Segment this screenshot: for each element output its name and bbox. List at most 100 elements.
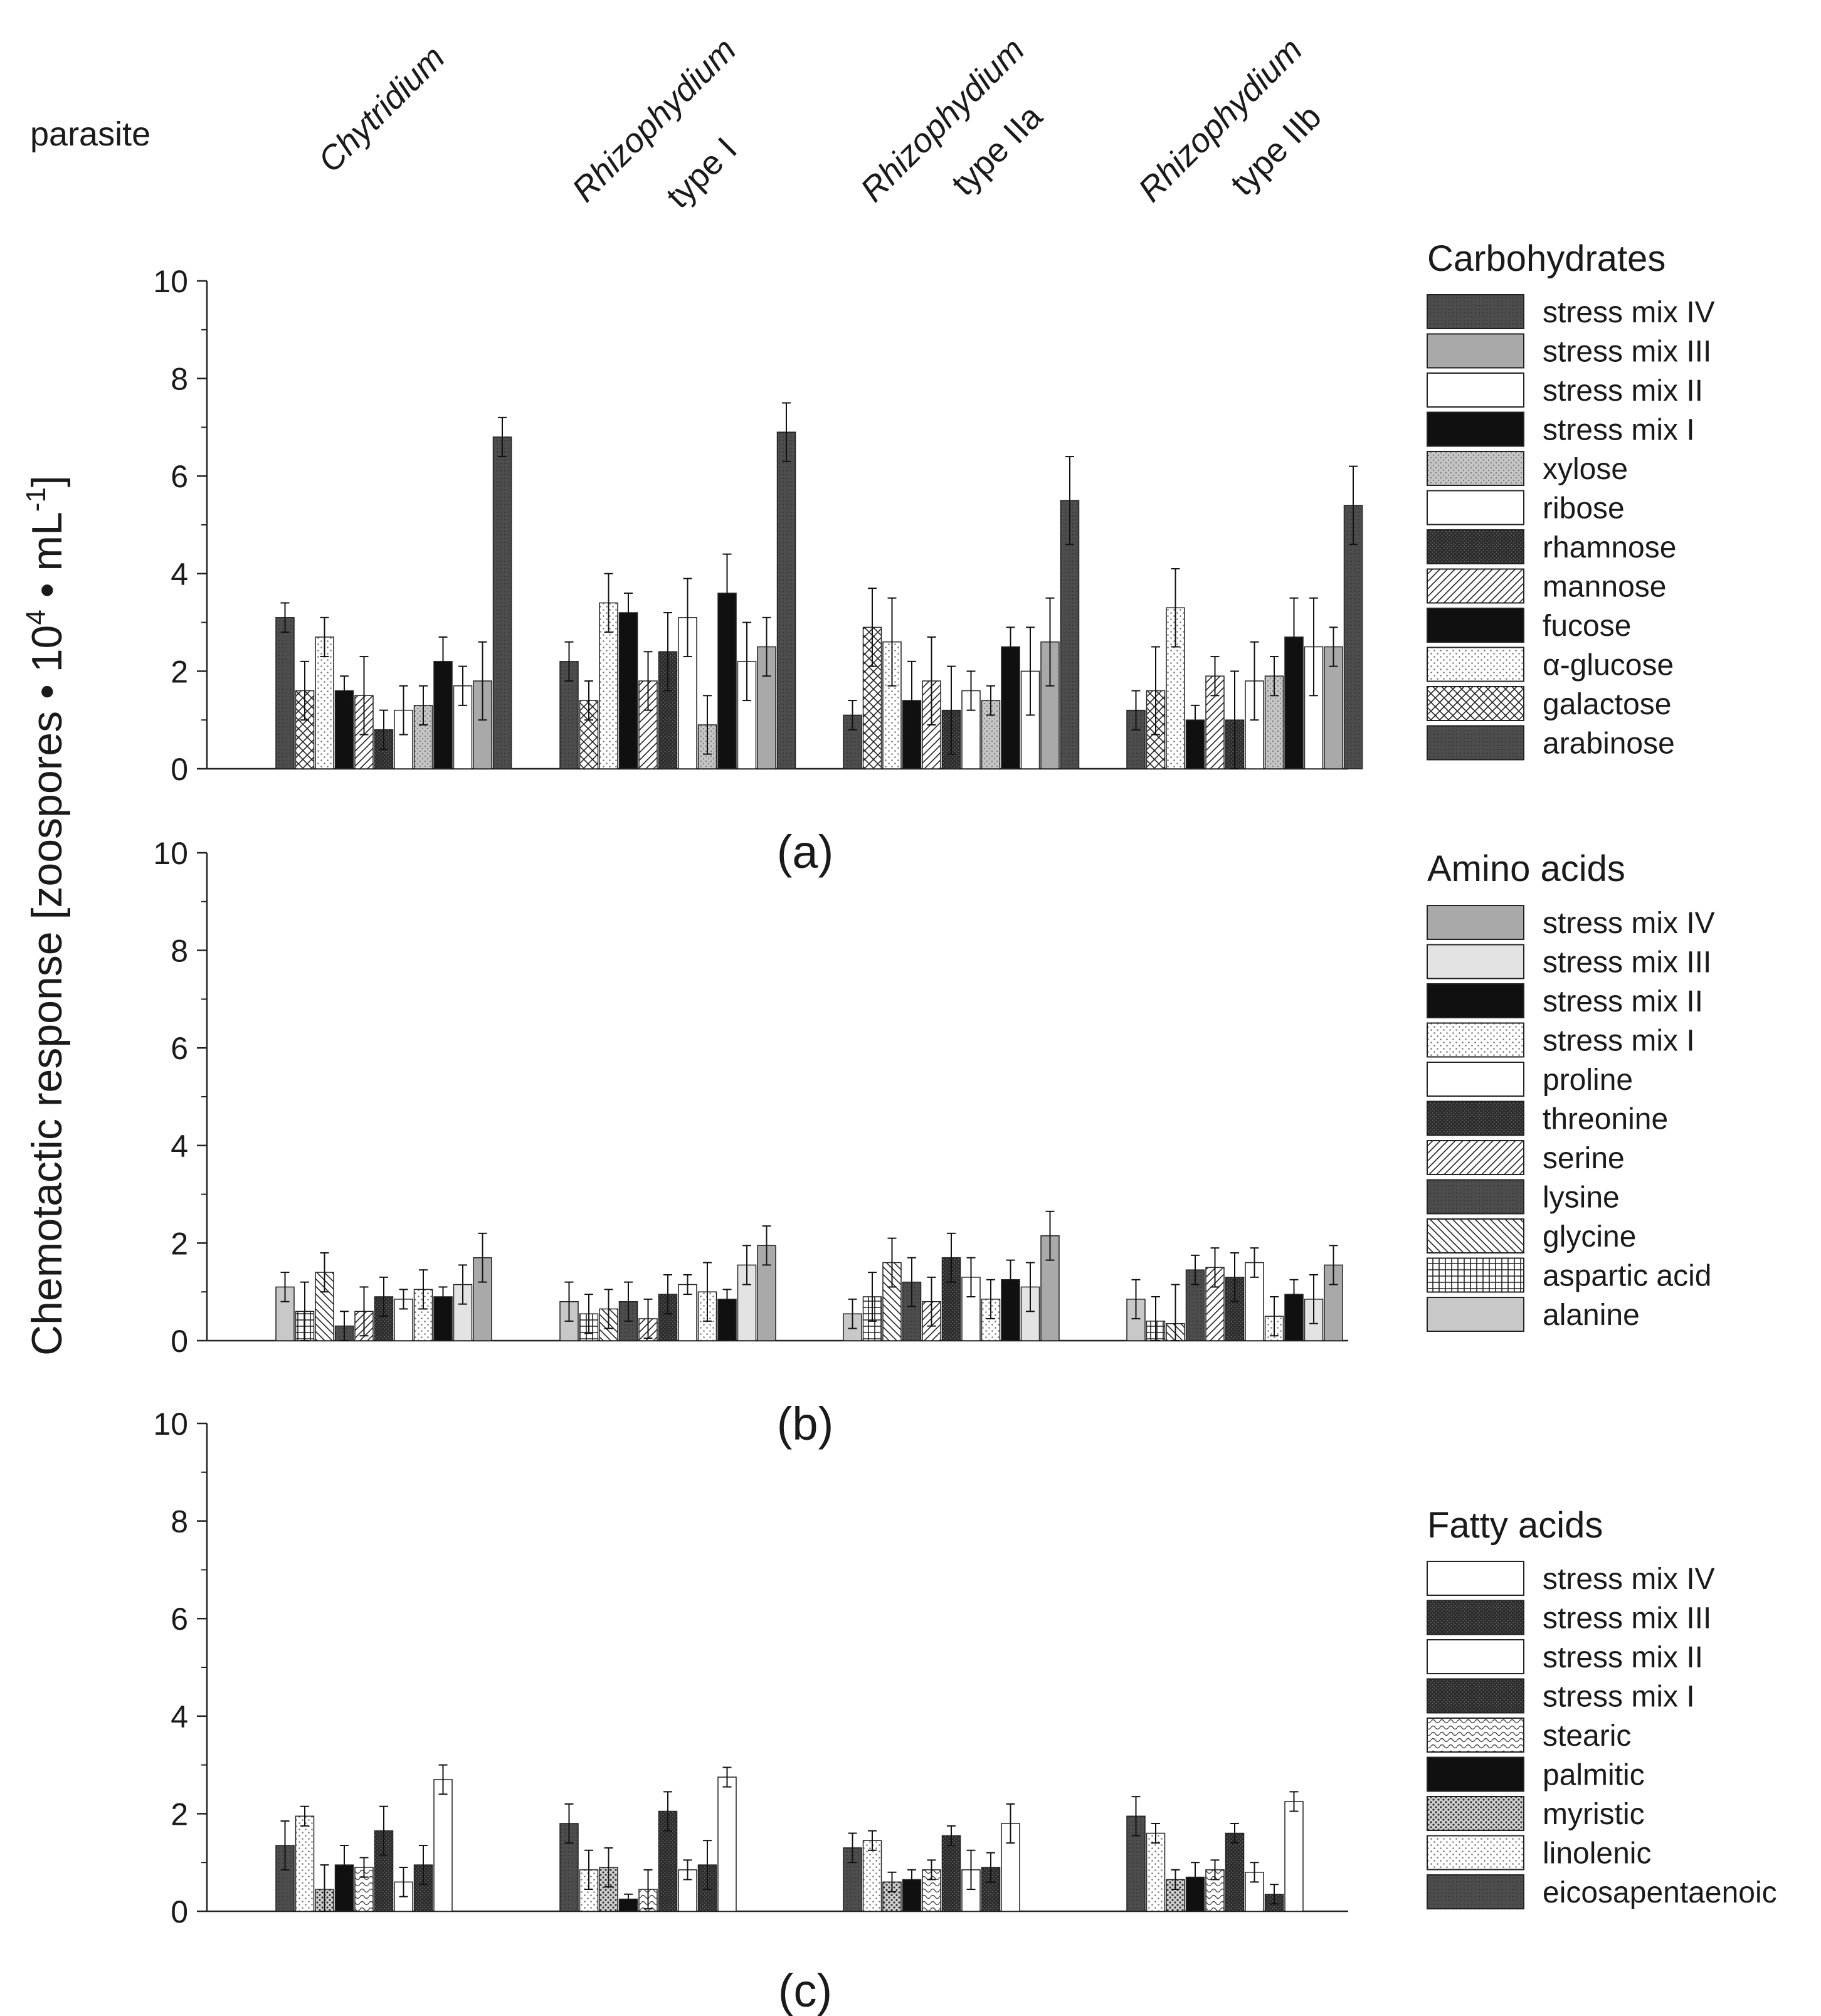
y-tick-label: 10: [153, 1406, 188, 1442]
y-tick-label: 4: [171, 557, 188, 592]
legend-label: palmitic: [1543, 1759, 1645, 1792]
legend-swatch: [1427, 944, 1524, 979]
legend-label: stress mix I: [1543, 1025, 1695, 1058]
legend-swatch: [1427, 451, 1524, 486]
legend-label: stress mix IV: [1543, 907, 1715, 940]
legend-swatch: [1427, 983, 1524, 1018]
bar-stress-mix-i: [941, 1835, 961, 1912]
y-axis-label-mid: • mL: [23, 512, 71, 610]
legend-swatch: [1427, 725, 1524, 761]
bar-stress-mix-iv: [1060, 500, 1080, 769]
legend-swatch: [1427, 1297, 1524, 1332]
panel-3: 0 2 4 6 8 10 (c) Fatty acids stress mix IV stress…: [153, 1406, 1776, 2016]
legend-label: eicosapentaenoic: [1543, 1876, 1777, 1909]
legend-label: fucose: [1543, 610, 1631, 643]
chart-panels: 0 2 4 6 8 10 (a) Carbohydrates stress mix IV stre…: [153, 238, 1776, 2016]
bar-stress-mix-i: [1001, 646, 1020, 769]
legend-swatch: [1427, 608, 1524, 643]
legend-swatch: [1427, 1062, 1524, 1097]
legend-swatch: [1427, 294, 1524, 329]
bar-stress-mix-iv: [776, 431, 796, 769]
legend: Fatty acids stress mix IV stress mix III st…: [1427, 1505, 1777, 1909]
y-axis-label-exp2: -1: [21, 487, 51, 512]
legend-label: stress mix I: [1543, 414, 1695, 447]
legend-label: mannose: [1543, 571, 1666, 604]
bar-fucose: [618, 612, 638, 769]
y-axis-label-exp1: 4: [21, 610, 51, 625]
y-tick-label: 8: [171, 934, 188, 969]
legend-swatch: [1427, 1874, 1524, 1909]
bar-linolenic: [862, 1840, 882, 1912]
y-tick-label: 8: [171, 362, 188, 397]
legend-label: serine: [1543, 1142, 1625, 1175]
y-axis-label-main: Chemotactic response [zoospores • 10: [23, 625, 71, 1356]
legend-label: aspartic acid: [1543, 1260, 1711, 1293]
bar-stress-mix-iii: [413, 1864, 433, 1912]
legend-label: stress mix II: [1543, 985, 1703, 1018]
legend-swatch: [1427, 1600, 1524, 1635]
legend: Carbohydrates stress mix IV stress mix III…: [1427, 238, 1715, 761]
y-tick-label: 6: [171, 459, 188, 494]
y-tick-label: 8: [171, 1504, 188, 1539]
bar-stress-mix-iii: [1324, 646, 1343, 769]
bar-linolenic: [295, 1815, 315, 1912]
legend-swatch: [1427, 1100, 1524, 1136]
bar-stress-mix-iv: [717, 1776, 737, 1912]
parasite-type: type I: [659, 130, 744, 216]
legend-swatch: [1427, 1796, 1524, 1831]
panel-label: (a): [777, 826, 833, 878]
y-tick-label: 0: [171, 1324, 188, 1359]
legend-label: stress mix IV: [1543, 296, 1715, 329]
legend-swatch: [1427, 1639, 1524, 1674]
bar-arabinose: [275, 617, 295, 769]
bar-stress-mix-iv: [1343, 505, 1363, 769]
y-tick-label: 4: [171, 1699, 188, 1734]
legend-label: linolenic: [1543, 1837, 1651, 1871]
y-tick-label: 10: [153, 264, 188, 299]
legend-label: rhamnose: [1543, 531, 1676, 564]
parasite-label-2: Rhizophydium type I: [565, 31, 744, 215]
parasite-label-4: Rhizophydium type IIb: [1131, 31, 1329, 209]
y-tick-label: 10: [153, 836, 188, 871]
panel-label: (c): [778, 1965, 832, 2016]
panel-1: 0 2 4 6 8 10 (a) Carbohydrates stress mix IV stre…: [153, 238, 1714, 878]
panel-label: (b): [777, 1398, 833, 1450]
legend-swatch: [1427, 1022, 1524, 1058]
bar-stress-mix-iv: [492, 436, 512, 769]
y-tick-label: 2: [171, 1797, 188, 1832]
legend-swatch: [1427, 529, 1524, 564]
y-axis-label-end: ]: [23, 475, 71, 487]
legend-label: stress mix II: [1543, 1641, 1703, 1674]
legend-swatch: [1427, 1678, 1524, 1714]
legend-swatch: [1427, 411, 1524, 447]
legend-swatch: [1427, 905, 1524, 940]
legend-label: galactose: [1543, 688, 1671, 721]
legend-label: glycine: [1543, 1220, 1636, 1253]
legend-swatch: [1427, 1257, 1524, 1293]
legend-swatch: [1427, 1140, 1524, 1175]
legend-title: Carbohydrates: [1427, 238, 1665, 279]
legend-label: arabinose: [1543, 727, 1675, 761]
parasite-name: Chytridium: [311, 39, 452, 180]
y-tick-label: 6: [171, 1031, 188, 1066]
legend-swatch: [1427, 372, 1524, 408]
legend-label: ribose: [1543, 492, 1625, 525]
parasite-label-3: Rhizophydium type IIa: [853, 31, 1050, 209]
legend-label: α-glucose: [1543, 649, 1674, 682]
panel-2: 0 2 4 6 8 10 (b) Amino acids stress mix IV stress…: [153, 836, 1714, 1450]
y-tick-label: 0: [171, 1894, 188, 1929]
y-tick-label: 2: [171, 1226, 188, 1261]
legend: Amino acids stress mix IV stress mix III st…: [1427, 848, 1715, 1332]
bar-linolenic: [1146, 1832, 1166, 1912]
bar-stress-mix-iv: [1284, 1801, 1304, 1912]
legend-swatch: [1427, 1835, 1524, 1871]
legend-swatch: [1427, 490, 1524, 525]
legend-label: stress mix III: [1543, 946, 1711, 979]
legend-label: xylose: [1543, 453, 1628, 486]
legend-label: stress mix IV: [1543, 1563, 1715, 1596]
legend-swatch: [1427, 1756, 1524, 1792]
legend-label: lysine: [1543, 1181, 1620, 1215]
legend-label: stress mix III: [1543, 1602, 1711, 1635]
legend-swatch: [1427, 1179, 1524, 1215]
bar-stress-mix-iii: [473, 680, 492, 769]
